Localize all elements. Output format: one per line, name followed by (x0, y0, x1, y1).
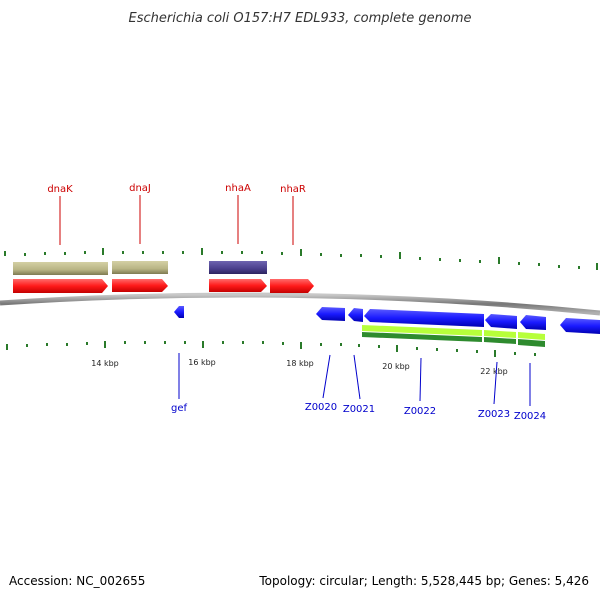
scale-label-20kbp: 20 kbp (382, 362, 410, 371)
genome-backbone (0, 292, 600, 316)
gene-arrow-gef[interactable] (174, 306, 184, 318)
lower-tick-marks (6, 341, 536, 357)
label-z0023[interactable]: Z0023 (478, 409, 510, 420)
cog-bar-dnak (13, 262, 108, 275)
gene-arrow-dnaj[interactable] (112, 279, 168, 292)
cog-bar-z0022-light (362, 325, 482, 336)
gene-arrow-dnak[interactable] (13, 279, 108, 293)
gene-arrow-nhar[interactable] (270, 279, 314, 293)
scale-label-18kbp: 18 kbp (286, 359, 314, 368)
gene-arrow-z0023[interactable] (485, 314, 517, 329)
forward-strand-genes (13, 279, 314, 293)
cog-bar-z0023-dark (484, 337, 516, 344)
scale-label-22kbp: 22 kbp (480, 367, 508, 376)
label-gef[interactable]: gef (171, 403, 188, 414)
cog-bar-nhaa (209, 261, 267, 274)
cog-bars-upper (13, 261, 267, 275)
scale-labels: 14 kbp 16 kbp 18 kbp 20 kbp 22 kbp (91, 358, 508, 376)
cog-bar-dnaj (112, 261, 168, 274)
label-nhaa[interactable]: nhaA (225, 183, 251, 194)
cog-bar-z0023-light (484, 330, 516, 338)
forward-gene-labels: dnaK dnaJ nhaA nhaR (47, 183, 306, 245)
label-dnaj[interactable]: dnaJ (129, 183, 151, 194)
cog-bar-z0022-dark (362, 332, 482, 342)
gene-arrow-z0022[interactable] (364, 309, 484, 327)
scale-label-14kbp: 14 kbp (91, 359, 119, 368)
label-z0022[interactable]: Z0022 (404, 406, 436, 417)
reverse-gene-labels: gef Z0020 Z0021 Z0022 Z0023 Z0024 (171, 353, 546, 422)
upper-tick-marks (4, 248, 598, 270)
cog-bars-lower (362, 325, 545, 347)
gene-arrow-z0021[interactable] (348, 308, 363, 322)
reverse-strand-genes (174, 306, 600, 334)
scale-label-16kbp: 16 kbp (188, 358, 216, 367)
cog-bar-z0024-dark (518, 339, 545, 347)
genome-summary-text: Topology: circular; Length: 5,528,445 bp… (258, 574, 589, 588)
cog-bar-z0024-light (518, 332, 545, 340)
gene-arrow-next[interactable] (560, 318, 600, 334)
label-dnak[interactable]: dnaK (47, 184, 73, 195)
gene-arrow-z0020[interactable] (316, 307, 345, 321)
label-z0024[interactable]: Z0024 (514, 411, 546, 422)
label-z0021[interactable]: Z0021 (343, 404, 375, 415)
label-z0020[interactable]: Z0020 (305, 402, 337, 413)
gene-arrow-z0024[interactable] (520, 315, 546, 330)
accession-text: Accession: NC_002655 (9, 574, 145, 588)
label-nhar[interactable]: nhaR (280, 184, 306, 195)
genome-title: Escherichia coli O157:H7 EDL933, complet… (129, 11, 472, 26)
gene-arrow-nhaa[interactable] (209, 279, 267, 292)
